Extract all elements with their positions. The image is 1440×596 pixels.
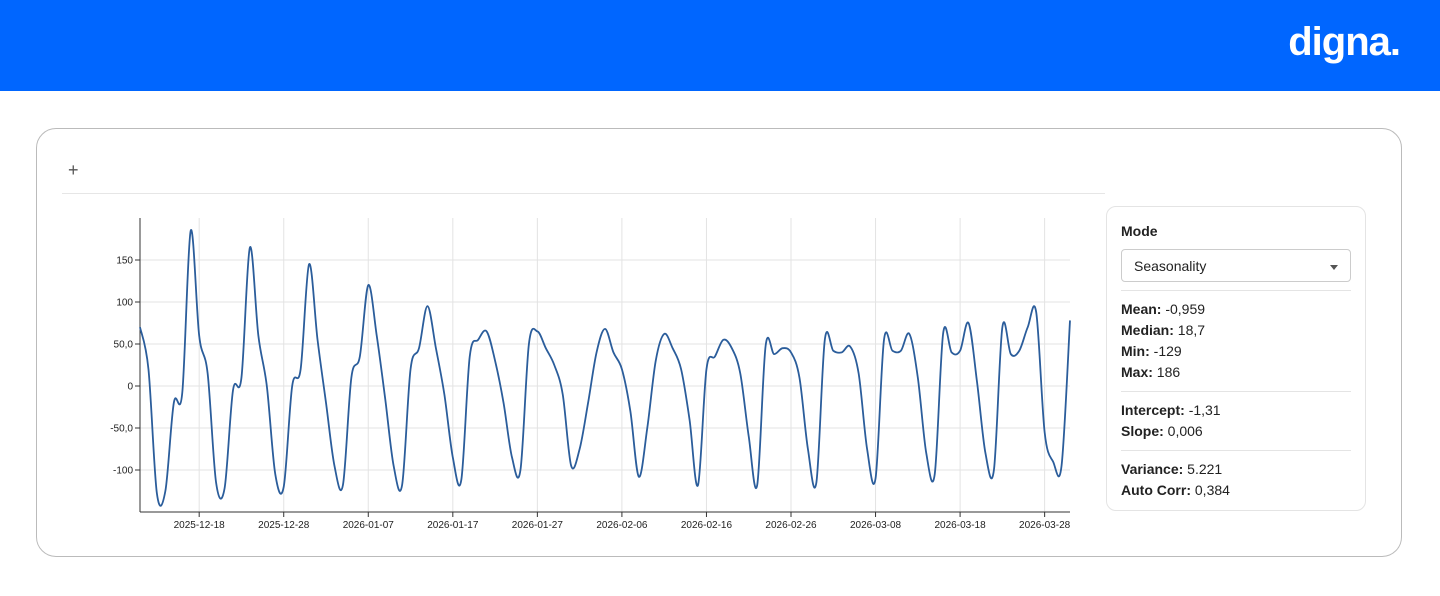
stat-row: Intercept: -1,31 — [1121, 400, 1351, 421]
stat-row: Mean: -0,959 — [1121, 299, 1351, 320]
stat-row: Auto Corr: 0,384 — [1121, 480, 1351, 501]
x-tick-label: 2026-02-06 — [596, 520, 648, 531]
stat-value: 5.221 — [1187, 461, 1223, 477]
stat-value: -0,959 — [1165, 301, 1206, 317]
stat-group: Intercept: -1,31 Slope: 0,006 — [1121, 391, 1351, 442]
x-tick-label: 2026-01-17 — [427, 520, 479, 531]
y-tick-label: 0 — [127, 382, 133, 393]
stat-row: Slope: 0,006 — [1121, 421, 1351, 442]
stat-value: 186 — [1156, 364, 1181, 380]
x-tick-label: 2026-01-07 — [343, 520, 395, 531]
card — [36, 128, 1402, 557]
stat-value: 18,7 — [1177, 322, 1206, 338]
mode-select[interactable]: Seasonality — [1121, 249, 1351, 282]
stat-row: Variance: 5.221 — [1121, 459, 1351, 480]
x-tick-label: 2026-01-27 — [512, 520, 564, 531]
mode-label: Mode — [1121, 223, 1158, 239]
stat-label: Max: — [1121, 364, 1153, 380]
x-tick-label: 2026-02-16 — [681, 520, 733, 531]
stat-label: Intercept: — [1121, 402, 1185, 418]
stat-value: -129 — [1153, 343, 1182, 359]
stat-group: Mean: -0,959 Median: 18,7 Min: -129 Max: 18… — [1121, 290, 1351, 383]
y-tick-label: -50,0 — [110, 424, 133, 435]
add-button[interactable]: + — [68, 160, 79, 180]
y-tick-label: 150 — [116, 256, 133, 267]
header: digna. — [0, 0, 1440, 91]
separator — [62, 193, 1105, 194]
x-tick-label: 2025-12-18 — [174, 520, 226, 531]
stat-row: Min: -129 — [1121, 341, 1351, 362]
stat-row: Max: 186 — [1121, 362, 1351, 383]
stat-label: Slope: — [1121, 423, 1164, 439]
stat-group: Variance: 5.221 Auto Corr: 0,384 — [1121, 450, 1351, 501]
x-tick-label: 2025-12-28 — [258, 520, 310, 531]
y-tick-label: 50,0 — [114, 340, 134, 351]
stat-label: Min: — [1121, 343, 1150, 359]
series-line — [139, 229, 1071, 507]
brand: digna. — [1288, 20, 1401, 64]
stat-row: Median: 18,7 — [1121, 320, 1351, 341]
y-tick-label: 100 — [116, 298, 133, 309]
stats-panel: Mode Seasonality Mean: -0,959 Median: 18,… — [1106, 206, 1366, 511]
stat-value: 0,006 — [1167, 423, 1203, 439]
stat-label: Mean: — [1121, 301, 1162, 317]
x-tick-label: 2026-03-18 — [935, 520, 987, 531]
x-tick-label: 2026-03-08 — [850, 520, 902, 531]
x-tick-label: 2026-03-28 — [1019, 520, 1071, 531]
x-tick-label: 2026-02-26 — [765, 520, 817, 531]
stat-value: -1,31 — [1188, 402, 1221, 418]
y-tick-label: -100 — [113, 466, 133, 477]
chart: -100 -50,0 0 50,0 100 150 2025-12-18 2025-12-28… — [110, 218, 1071, 531]
stat-label: Auto Corr: — [1121, 482, 1191, 498]
stat-label: Variance: — [1121, 461, 1184, 477]
stat-value: 0,384 — [1194, 482, 1230, 498]
stat-label: Median: — [1121, 322, 1174, 338]
